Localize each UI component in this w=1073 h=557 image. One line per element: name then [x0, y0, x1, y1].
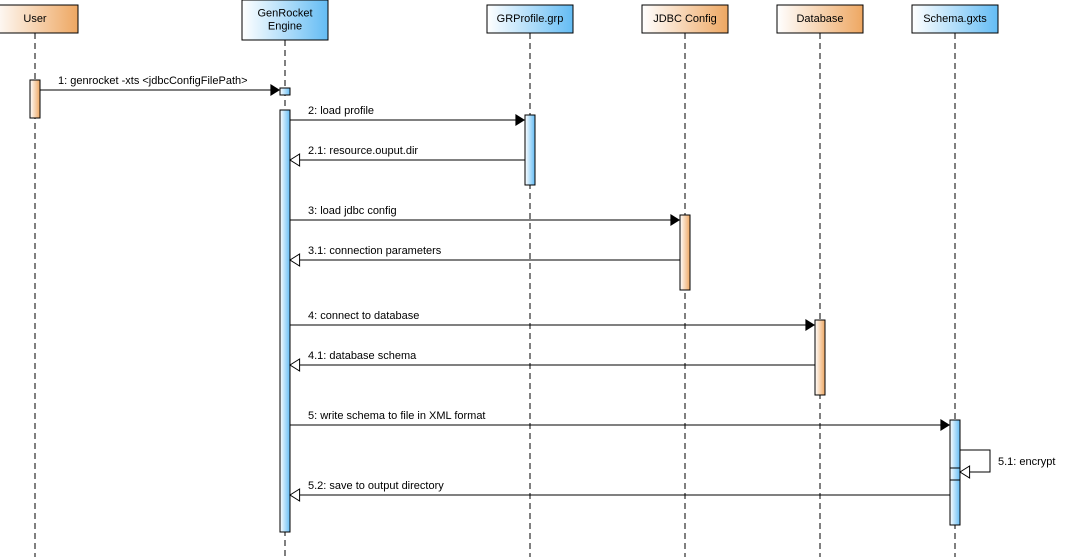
- participant-label-engine-0: GenRocket: [257, 7, 312, 19]
- message-label-5.2: 5.2: save to output directory: [308, 480, 444, 492]
- arrowhead: [270, 84, 280, 96]
- message-label-1: 1: genrocket -xts <jdbcConfigFilePath>: [58, 75, 248, 87]
- participant-label-jdbc: JDBC Config: [653, 13, 717, 25]
- participant-label-profile: GRProfile.grp: [497, 13, 564, 25]
- arrowhead-open: [290, 254, 300, 266]
- participant-label-user: User: [23, 13, 47, 25]
- message-label-4.1: 4.1: database schema: [308, 350, 417, 362]
- message-label-4: 4: connect to database: [308, 310, 419, 322]
- message-label-3.1: 3.1: connection parameters: [308, 245, 442, 257]
- activation-engine-1: [280, 88, 290, 95]
- participant-label-engine-1: Engine: [268, 20, 302, 32]
- sequence-diagram: User GenRocketEngine GRProfile.grp JDBC Con…: [0, 0, 1073, 557]
- arrowhead-open: [290, 489, 300, 501]
- participant-label-schema: Schema.gxts: [923, 13, 987, 25]
- activation-jdbc-4: [680, 215, 690, 290]
- message-label-2: 2: load profile: [308, 105, 374, 117]
- message-label-3: 3: load jdbc config: [308, 205, 397, 217]
- self-message-label-5.1: 5.1: encrypt: [998, 456, 1055, 468]
- arrowhead: [515, 114, 525, 126]
- activation-db-5: [815, 320, 825, 395]
- arrowhead: [940, 419, 950, 431]
- activation-user-0: [30, 80, 40, 118]
- activation-engine-2: [280, 110, 290, 532]
- arrowhead: [670, 214, 680, 226]
- activation-profile-3: [525, 115, 535, 185]
- arrowhead-open: [960, 466, 970, 478]
- self-activation-5.1: [950, 468, 960, 480]
- arrowhead: [805, 319, 815, 331]
- arrowhead-open: [290, 359, 300, 371]
- message-label-5: 5: write schema to file in XML format: [308, 410, 486, 422]
- message-label-2.1: 2.1: resource.ouput.dir: [308, 145, 418, 157]
- arrowhead-open: [290, 154, 300, 166]
- participant-label-db: Database: [796, 13, 843, 25]
